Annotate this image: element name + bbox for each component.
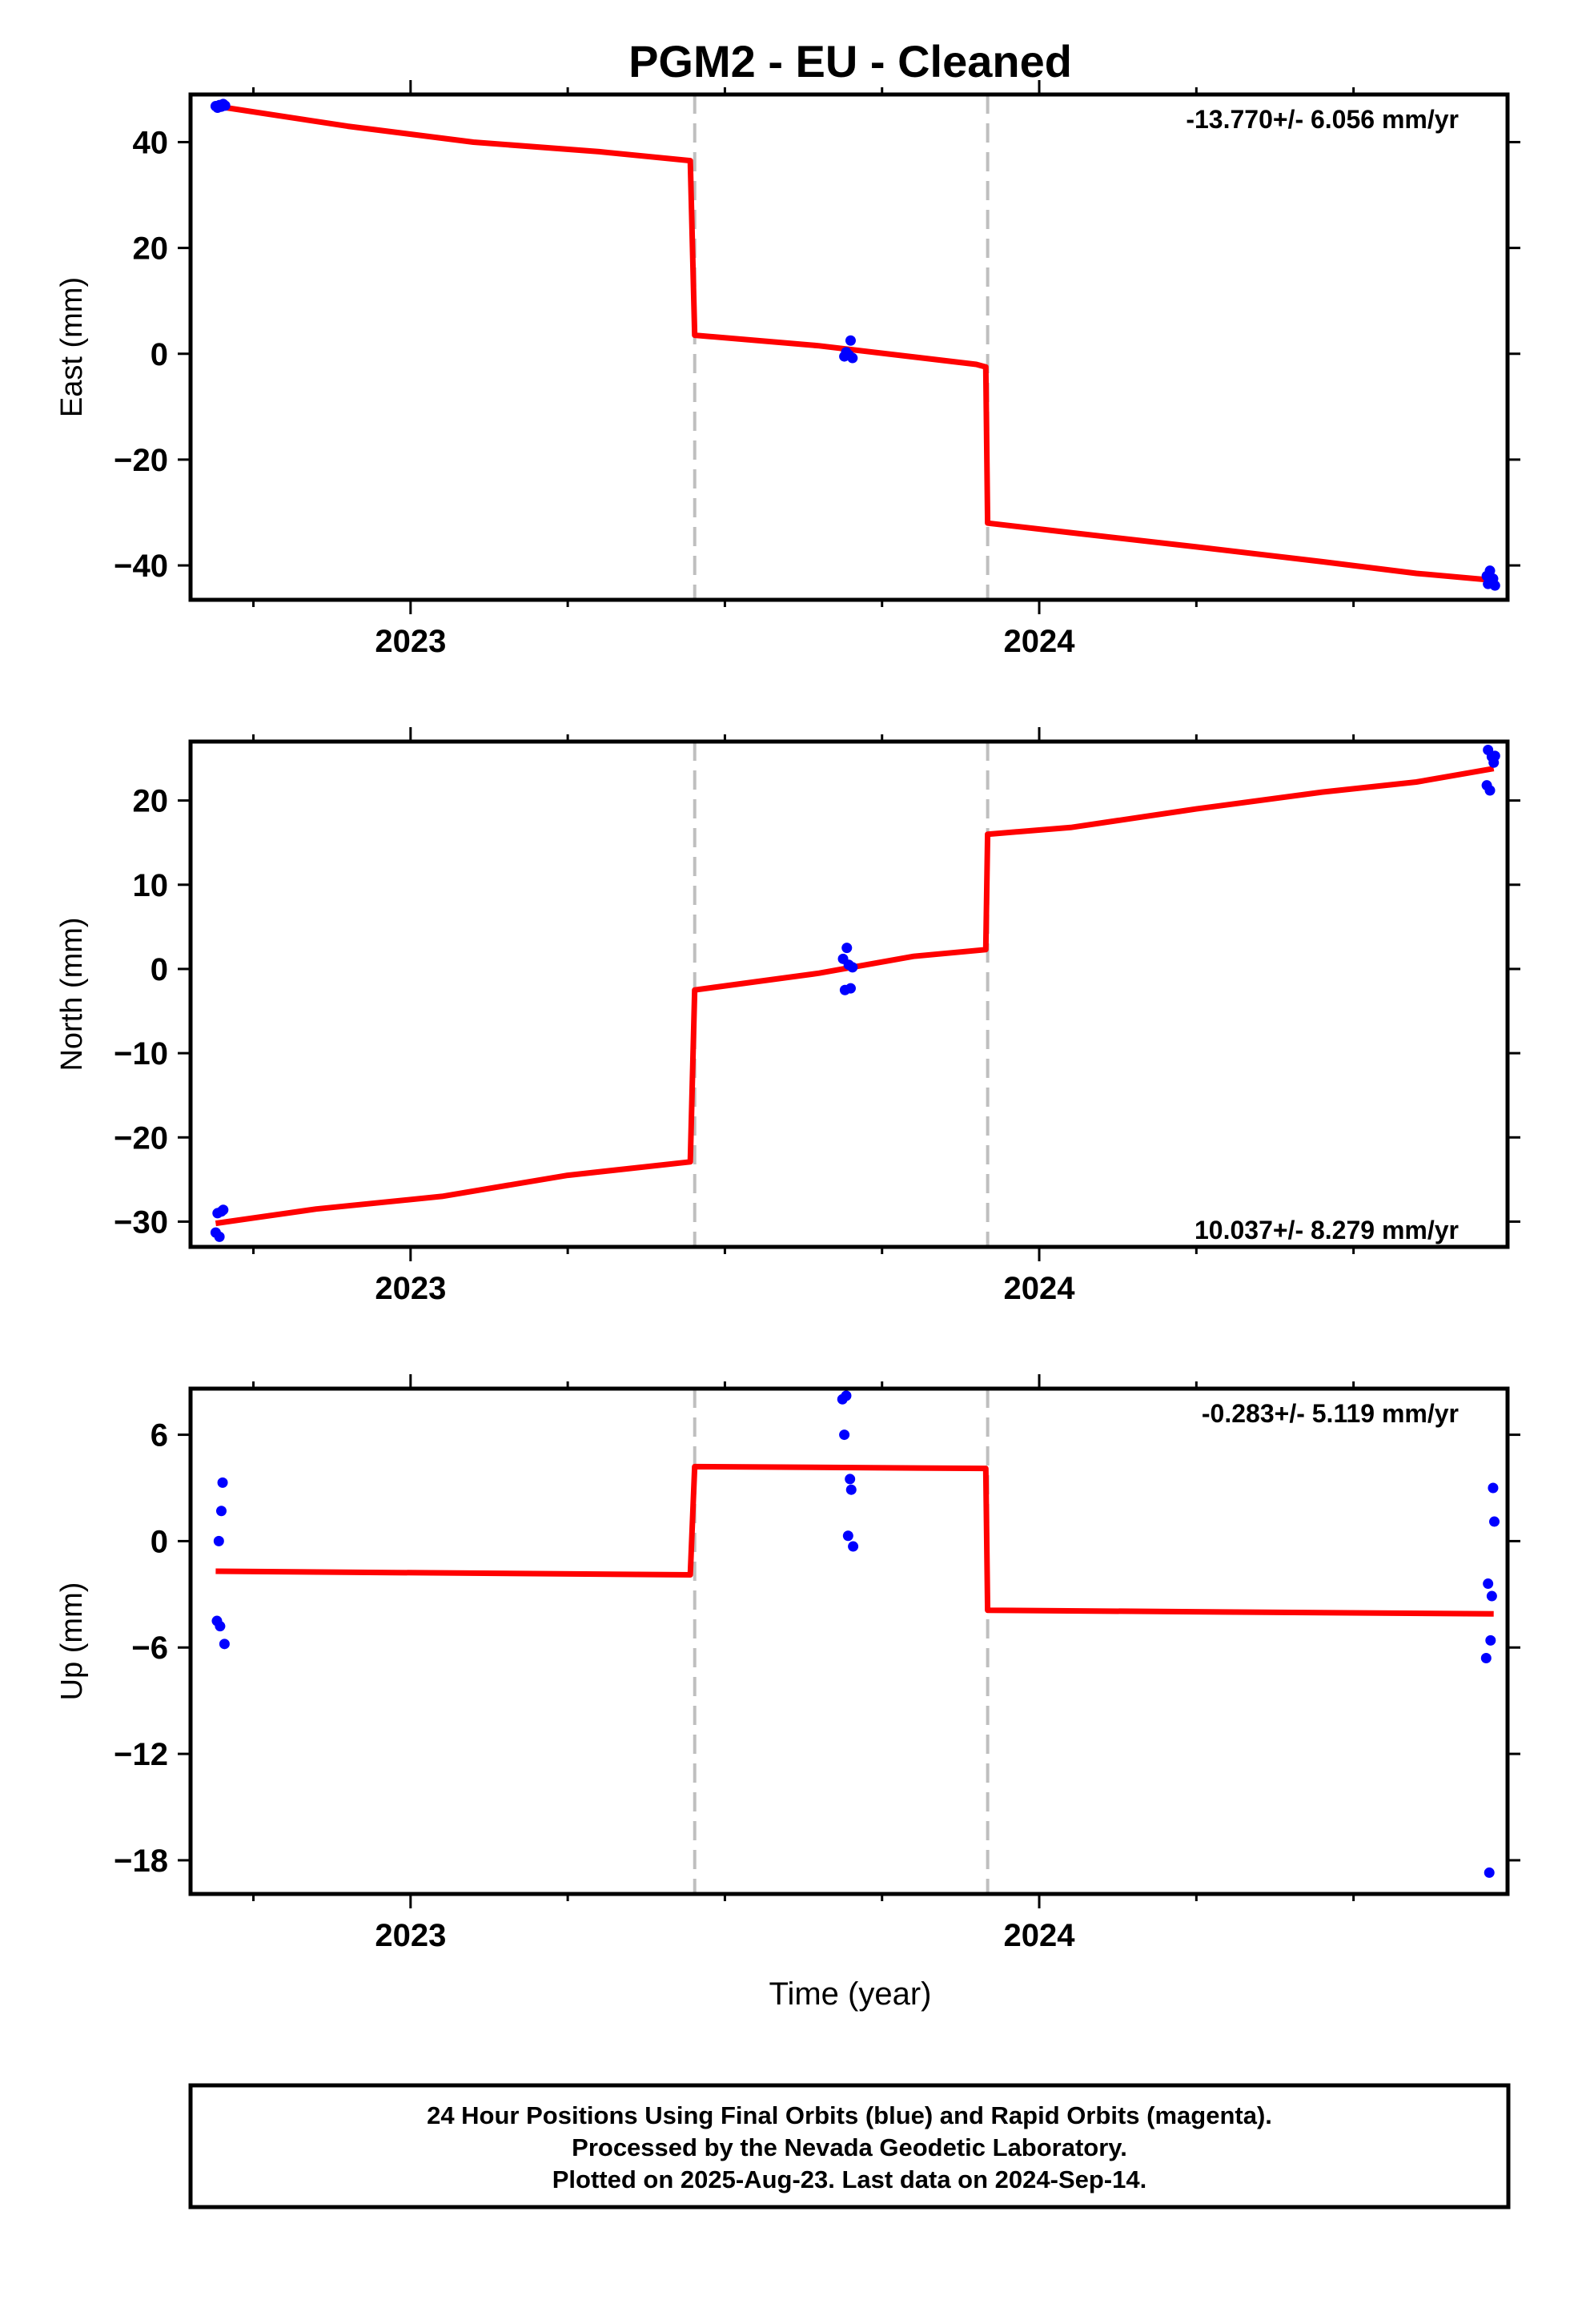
data-point [1484,785,1496,796]
up-panel: 6 0 −6 −12 −18 2023 2024 Up (mm) -0.283+/- 5.119… [55,1374,1520,1953]
data-point [845,983,856,994]
y-tick-label: −40 [114,549,168,584]
rate-label: 10.037+/- 8.279 mm/yr [1195,1216,1459,1244]
y-tick-label: 10 [133,868,169,903]
y-tick-label: 0 [151,337,168,372]
footer-frame [188,2083,1511,2209]
rate-label: -0.283+/- 5.119 mm/yr [1202,1399,1459,1428]
data-point [1488,1482,1499,1494]
data-point [219,1638,230,1650]
y-tick-label: −30 [114,1204,168,1240]
data-point [842,1530,853,1542]
y-tick-label: 20 [133,231,169,267]
y-tick-label: −20 [114,1120,168,1156]
footer-line-1: 24 Hour Positions Using Final Orbits (bl… [427,2101,1272,2129]
x-tick-label: 2023 [375,1918,446,1953]
data-point [841,1390,852,1401]
data-point [1483,1578,1494,1590]
data-point [841,943,853,954]
data-point [215,1506,227,1517]
x-tick-label: 2024 [1004,1918,1076,1953]
data-point [219,100,231,111]
data-point [214,1231,225,1242]
data-point [1484,1867,1495,1878]
y-tick-label: −10 [114,1036,168,1072]
data-point [1484,565,1496,577]
x-tick-label: 2023 [375,624,446,659]
x-tick-label: 2023 [375,1271,446,1306]
y-axis-label: Up (mm) [55,1582,89,1701]
data-point [1489,750,1500,762]
y-tick-label: 40 [133,125,169,160]
x-axis-label: Time (year) [769,1976,932,2012]
east-panel: 40 20 0 −20 −40 2023 2024 East (mm) -13.770+/- 6… [55,80,1520,659]
y-tick-label: −20 [114,443,168,478]
footer-line-3: Plotted on 2025-Aug-23. Last data on 202… [552,2165,1146,2193]
data-point [1489,1516,1500,1527]
data-point [839,1429,850,1441]
data-point [1485,1634,1496,1646]
data-point [847,352,858,364]
data-point [845,1484,857,1495]
y-tick-label: 0 [151,1524,168,1559]
x-tick-label: 2024 [1004,1271,1076,1306]
data-point [1486,1590,1497,1602]
x-tick-label: 2024 [1004,624,1076,659]
data-point [215,1621,226,1632]
model-line [215,103,1495,584]
y-tick-label: −18 [114,1844,168,1879]
data-point [848,1541,859,1552]
data-point [847,962,858,973]
model-line [215,766,1495,1227]
y-axis-label: North (mm) [55,917,89,1071]
model-line [215,1463,1494,1617]
data-point [845,1474,856,1485]
footer-box: 24 Hour Positions Using Final Orbits (bl… [188,2083,1511,2209]
data-point [1489,580,1500,591]
data-point [217,1477,228,1488]
plot-frame [188,92,1510,602]
y-axis-label: East (mm) [55,277,89,417]
y-tick-label: −12 [114,1737,168,1772]
y-tick-label: 6 [151,1418,168,1454]
chart-title: PGM2 - EU - Cleaned [628,36,1072,86]
data-point [1480,1653,1492,1664]
north-panel: 20 10 0 −10 −20 −30 2023 2024 North (mm) 10.037+/… [55,727,1520,1306]
plot-frame [188,1386,1510,1896]
footer-line-2: Processed by the Nevada Geodetic Laborat… [572,2133,1127,2161]
data-point [218,1204,229,1216]
data-point [845,335,856,346]
plot-frame [188,739,1510,1249]
y-tick-label: 0 [151,952,168,987]
data-point [213,1535,224,1546]
y-tick-label: 20 [133,784,169,819]
rate-label: -13.770+/- 6.056 mm/yr [1186,105,1459,134]
y-tick-label: −6 [131,1630,168,1666]
